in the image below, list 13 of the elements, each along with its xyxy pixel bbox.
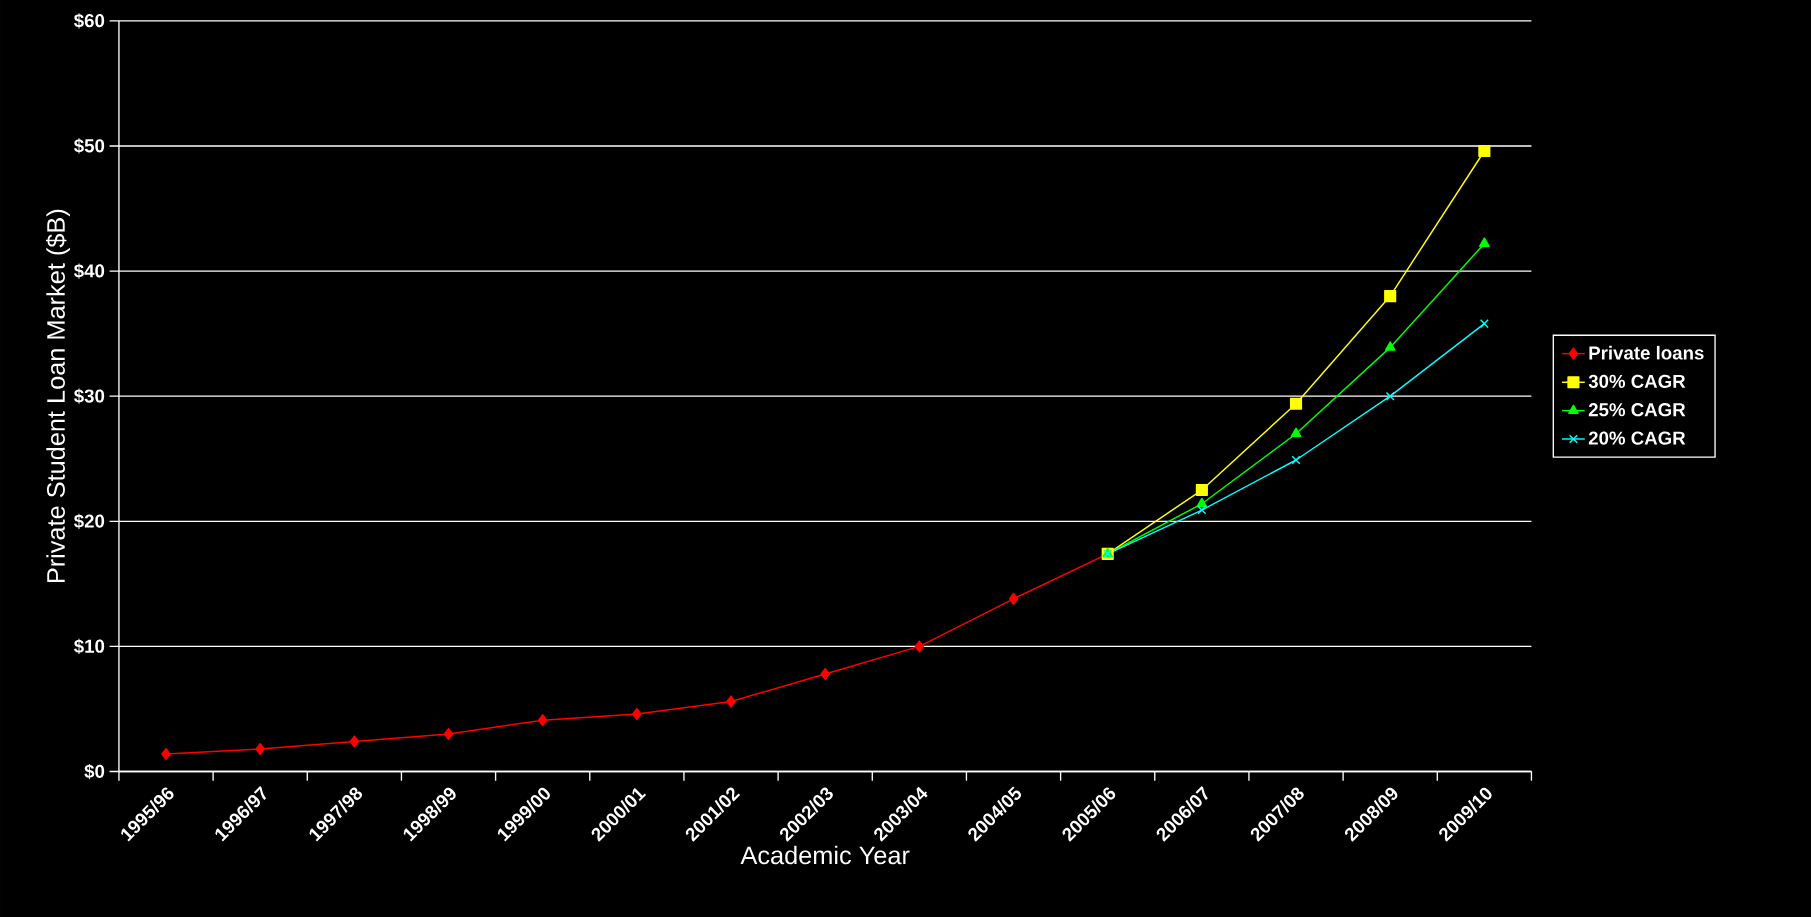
y-tick-label: $20 [74,513,105,529]
y-tick-label: $0 [84,763,105,780]
y-tick-label: $50 [74,138,105,154]
legend-label: 25% CAGR [1588,403,1686,417]
legend-label: 30% CAGR [1588,374,1686,388]
legend-label: Private loans [1589,345,1704,360]
y-tick-label: $10 [74,638,105,655]
y-tick-label: $60 [74,13,105,29]
x-axis-title: Academic Year [740,845,910,865]
y-tick-label: $40 [74,263,105,279]
legend-label: 20% CAGR [1588,431,1686,445]
y-axis-title: Private Student Loan Market ($B) [45,209,70,583]
y-tick-label: $30 [74,388,105,404]
